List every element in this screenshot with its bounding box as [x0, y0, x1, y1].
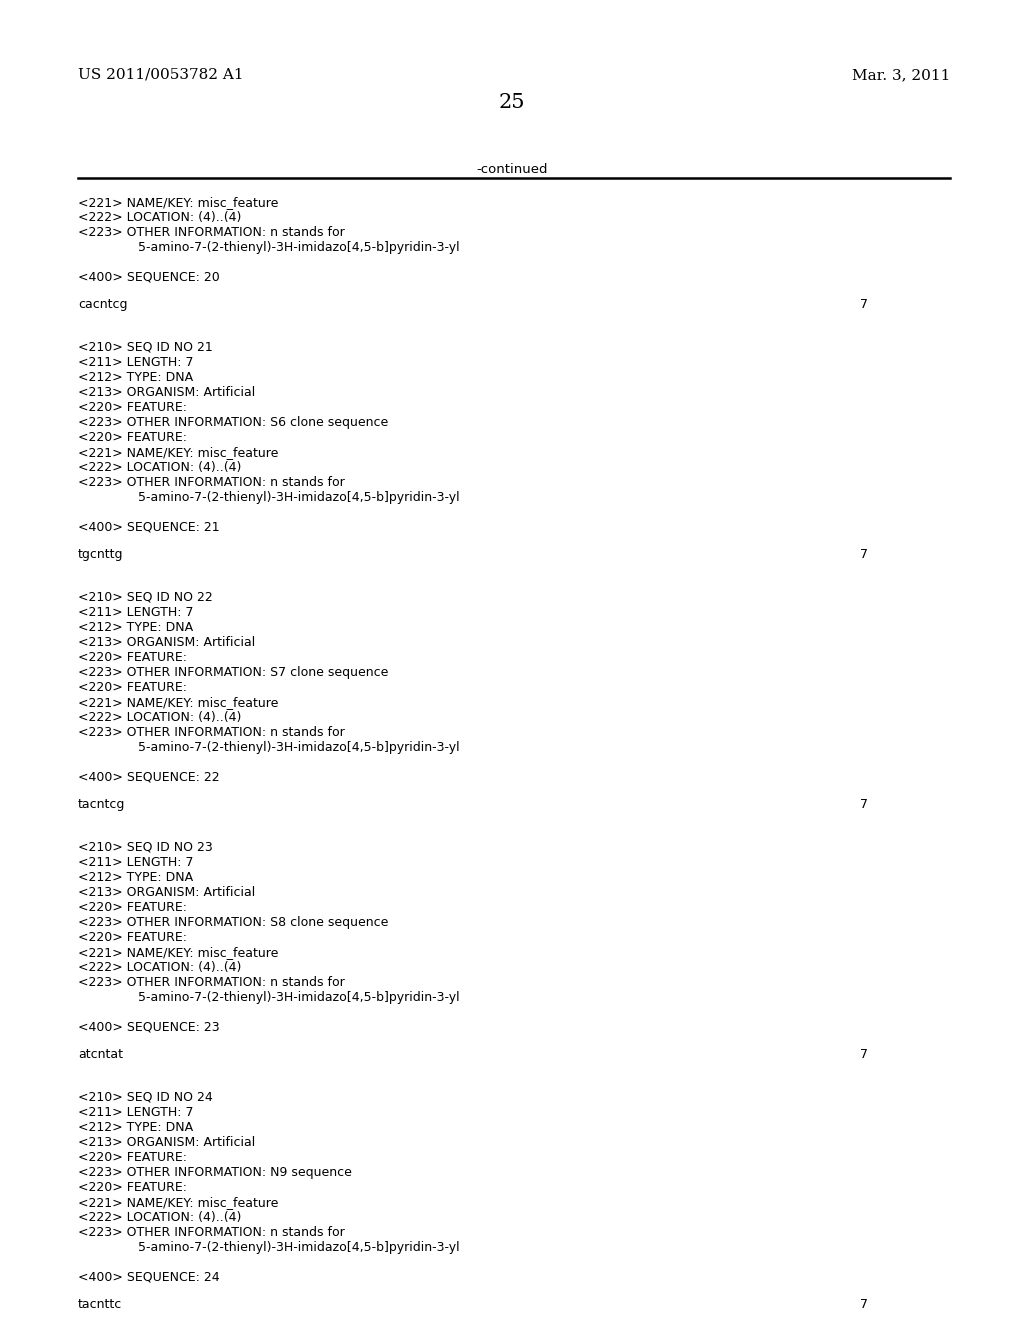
Text: <210> SEQ ID NO 23: <210> SEQ ID NO 23 — [78, 841, 213, 854]
Text: <212> TYPE: DNA: <212> TYPE: DNA — [78, 620, 194, 634]
Text: <222> LOCATION: (4)..(4): <222> LOCATION: (4)..(4) — [78, 461, 242, 474]
Text: 5-amino-7-(2-thienyl)-3H-imidazo[4,5-b]pyridin-3-yl: 5-amino-7-(2-thienyl)-3H-imidazo[4,5-b]p… — [138, 242, 460, 253]
Text: <210> SEQ ID NO 22: <210> SEQ ID NO 22 — [78, 591, 213, 605]
Text: <220> FEATURE:: <220> FEATURE: — [78, 681, 187, 694]
Text: <222> LOCATION: (4)..(4): <222> LOCATION: (4)..(4) — [78, 711, 242, 723]
Text: <400> SEQUENCE: 21: <400> SEQUENCE: 21 — [78, 520, 219, 533]
Text: <223> OTHER INFORMATION: n stands for: <223> OTHER INFORMATION: n stands for — [78, 726, 345, 739]
Text: <222> LOCATION: (4)..(4): <222> LOCATION: (4)..(4) — [78, 1210, 242, 1224]
Text: <223> OTHER INFORMATION: S7 clone sequence: <223> OTHER INFORMATION: S7 clone sequen… — [78, 667, 388, 678]
Text: 5-amino-7-(2-thienyl)-3H-imidazo[4,5-b]pyridin-3-yl: 5-amino-7-(2-thienyl)-3H-imidazo[4,5-b]p… — [138, 741, 460, 754]
Text: 7: 7 — [860, 548, 868, 561]
Text: -continued: -continued — [476, 162, 548, 176]
Text: <220> FEATURE:: <220> FEATURE: — [78, 651, 187, 664]
Text: <223> OTHER INFORMATION: N9 sequence: <223> OTHER INFORMATION: N9 sequence — [78, 1166, 352, 1179]
Text: 5-amino-7-(2-thienyl)-3H-imidazo[4,5-b]pyridin-3-yl: 5-amino-7-(2-thienyl)-3H-imidazo[4,5-b]p… — [138, 991, 460, 1005]
Text: <220> FEATURE:: <220> FEATURE: — [78, 401, 187, 414]
Text: <223> OTHER INFORMATION: n stands for: <223> OTHER INFORMATION: n stands for — [78, 975, 345, 989]
Text: tacnttc: tacnttc — [78, 1298, 122, 1311]
Text: 25: 25 — [499, 92, 525, 112]
Text: <223> OTHER INFORMATION: n stands for: <223> OTHER INFORMATION: n stands for — [78, 226, 345, 239]
Text: 7: 7 — [860, 799, 868, 810]
Text: <213> ORGANISM: Artificial: <213> ORGANISM: Artificial — [78, 385, 255, 399]
Text: <210> SEQ ID NO 24: <210> SEQ ID NO 24 — [78, 1092, 213, 1104]
Text: <400> SEQUENCE: 22: <400> SEQUENCE: 22 — [78, 770, 219, 783]
Text: <400> SEQUENCE: 23: <400> SEQUENCE: 23 — [78, 1020, 219, 1034]
Text: <221> NAME/KEY: misc_feature: <221> NAME/KEY: misc_feature — [78, 1196, 279, 1209]
Text: Mar. 3, 2011: Mar. 3, 2011 — [852, 69, 950, 82]
Text: <212> TYPE: DNA: <212> TYPE: DNA — [78, 371, 194, 384]
Text: <221> NAME/KEY: misc_feature: <221> NAME/KEY: misc_feature — [78, 946, 279, 960]
Text: 7: 7 — [860, 1048, 868, 1061]
Text: <220> FEATURE:: <220> FEATURE: — [78, 1181, 187, 1195]
Text: <221> NAME/KEY: misc_feature: <221> NAME/KEY: misc_feature — [78, 446, 279, 459]
Text: <222> LOCATION: (4)..(4): <222> LOCATION: (4)..(4) — [78, 211, 242, 224]
Text: tacntcg: tacntcg — [78, 799, 125, 810]
Text: <212> TYPE: DNA: <212> TYPE: DNA — [78, 1121, 194, 1134]
Text: <220> FEATURE:: <220> FEATURE: — [78, 1151, 187, 1164]
Text: atcntat: atcntat — [78, 1048, 123, 1061]
Text: US 2011/0053782 A1: US 2011/0053782 A1 — [78, 69, 244, 82]
Text: <221> NAME/KEY: misc_feature: <221> NAME/KEY: misc_feature — [78, 195, 279, 209]
Text: cacntcg: cacntcg — [78, 298, 128, 312]
Text: <220> FEATURE:: <220> FEATURE: — [78, 902, 187, 913]
Text: <211> LENGTH: 7: <211> LENGTH: 7 — [78, 356, 194, 370]
Text: <221> NAME/KEY: misc_feature: <221> NAME/KEY: misc_feature — [78, 696, 279, 709]
Text: <211> LENGTH: 7: <211> LENGTH: 7 — [78, 855, 194, 869]
Text: 7: 7 — [860, 1298, 868, 1311]
Text: <213> ORGANISM: Artificial: <213> ORGANISM: Artificial — [78, 1137, 255, 1148]
Text: <223> OTHER INFORMATION: n stands for: <223> OTHER INFORMATION: n stands for — [78, 477, 345, 488]
Text: <211> LENGTH: 7: <211> LENGTH: 7 — [78, 606, 194, 619]
Text: <223> OTHER INFORMATION: S6 clone sequence: <223> OTHER INFORMATION: S6 clone sequen… — [78, 416, 388, 429]
Text: <400> SEQUENCE: 20: <400> SEQUENCE: 20 — [78, 271, 220, 282]
Text: <211> LENGTH: 7: <211> LENGTH: 7 — [78, 1106, 194, 1119]
Text: <400> SEQUENCE: 24: <400> SEQUENCE: 24 — [78, 1270, 219, 1283]
Text: 5-amino-7-(2-thienyl)-3H-imidazo[4,5-b]pyridin-3-yl: 5-amino-7-(2-thienyl)-3H-imidazo[4,5-b]p… — [138, 1241, 460, 1254]
Text: <213> ORGANISM: Artificial: <213> ORGANISM: Artificial — [78, 636, 255, 649]
Text: 5-amino-7-(2-thienyl)-3H-imidazo[4,5-b]pyridin-3-yl: 5-amino-7-(2-thienyl)-3H-imidazo[4,5-b]p… — [138, 491, 460, 504]
Text: <220> FEATURE:: <220> FEATURE: — [78, 432, 187, 444]
Text: <213> ORGANISM: Artificial: <213> ORGANISM: Artificial — [78, 886, 255, 899]
Text: <220> FEATURE:: <220> FEATURE: — [78, 931, 187, 944]
Text: <212> TYPE: DNA: <212> TYPE: DNA — [78, 871, 194, 884]
Text: tgcnttg: tgcnttg — [78, 548, 124, 561]
Text: <223> OTHER INFORMATION: S8 clone sequence: <223> OTHER INFORMATION: S8 clone sequen… — [78, 916, 388, 929]
Text: <222> LOCATION: (4)..(4): <222> LOCATION: (4)..(4) — [78, 961, 242, 974]
Text: <223> OTHER INFORMATION: n stands for: <223> OTHER INFORMATION: n stands for — [78, 1226, 345, 1239]
Text: 7: 7 — [860, 298, 868, 312]
Text: <210> SEQ ID NO 21: <210> SEQ ID NO 21 — [78, 341, 213, 354]
